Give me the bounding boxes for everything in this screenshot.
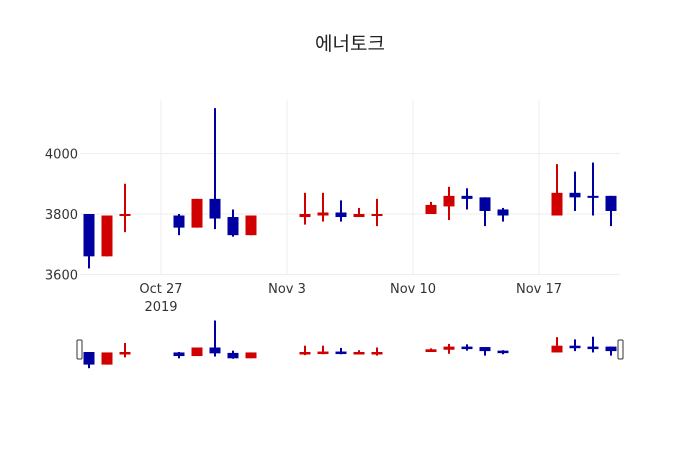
- x-tick-label: Nov 3: [268, 282, 306, 297]
- grid-lines: [80, 100, 620, 275]
- range-slider-left-handle[interactable]: [76, 339, 83, 360]
- candle-body: [569, 192, 581, 198]
- mini-candle: [461, 344, 473, 351]
- candle[interactable]: [101, 215, 113, 257]
- mini-candle: [101, 352, 113, 365]
- mini-candle: [335, 347, 347, 355]
- candle[interactable]: [371, 198, 383, 227]
- candle-body: [245, 215, 257, 236]
- mini-candle: [353, 350, 365, 355]
- candle-body: [335, 212, 347, 218]
- candle[interactable]: [479, 197, 491, 227]
- mini-candle: [173, 352, 185, 359]
- candle[interactable]: [227, 209, 239, 237]
- y-tick-label: 3600: [45, 269, 78, 284]
- candle-body: [191, 198, 203, 228]
- candle-body: [461, 195, 473, 199]
- mini-candle: [587, 336, 599, 353]
- candle-body: [299, 214, 311, 218]
- mini-candle: [425, 348, 437, 352]
- candle-body: [425, 204, 437, 214]
- mini-candle: [119, 343, 131, 358]
- candle-body: [587, 195, 599, 198]
- candle[interactable]: [605, 195, 617, 227]
- candle-body: [209, 198, 221, 219]
- mini-candle: [245, 352, 257, 359]
- candle[interactable]: [443, 186, 455, 221]
- range-slider[interactable]: [76, 320, 624, 369]
- candle-body: [605, 195, 617, 211]
- y-tick-label: 3800: [45, 208, 78, 223]
- mini-candle: [551, 337, 563, 353]
- x-tick-label: Nov 17: [516, 282, 562, 297]
- mini-candle: [569, 339, 581, 352]
- candle[interactable]: [299, 192, 311, 225]
- candle[interactable]: [425, 201, 437, 214]
- candle-body: [479, 197, 491, 211]
- candle[interactable]: [353, 207, 365, 218]
- chart-title: 에너토크: [315, 33, 385, 55]
- mini-candle: [605, 346, 617, 356]
- candle-body: [371, 214, 383, 216]
- candle-body: [173, 215, 185, 228]
- candle-body: [101, 215, 113, 257]
- x-axis-ticks: Oct 27 2019 Nov 3 Nov 10 Nov 17: [139, 282, 562, 315]
- candle-body: [227, 217, 239, 236]
- range-slider-right-handle[interactable]: [617, 339, 624, 360]
- candle[interactable]: [245, 215, 257, 236]
- candle[interactable]: [119, 183, 131, 233]
- mini-candle: [83, 352, 95, 369]
- candle-body: [353, 214, 365, 218]
- candle-body: [443, 195, 455, 207]
- mini-candle: [299, 345, 311, 356]
- candle[interactable]: [317, 192, 329, 222]
- candle[interactable]: [209, 108, 221, 230]
- candle[interactable]: [551, 164, 563, 216]
- x-tick-label: Oct 27: [139, 282, 182, 297]
- mini-candle: [209, 320, 221, 357]
- candle-body: [119, 214, 131, 216]
- range-slider-candles: [83, 320, 617, 369]
- mini-candle: [227, 350, 239, 359]
- x-tick-label: Nov 10: [390, 282, 436, 297]
- candle[interactable]: [173, 214, 185, 236]
- y-tick-label: 4000: [45, 148, 78, 163]
- candle[interactable]: [461, 188, 473, 210]
- mini-candle: [317, 345, 329, 355]
- candles-main[interactable]: [83, 108, 617, 269]
- candle-body: [551, 192, 563, 216]
- x-tick-year-label: 2019: [144, 300, 177, 315]
- candle[interactable]: [497, 207, 509, 222]
- candle[interactable]: [191, 198, 203, 228]
- candle-body: [317, 212, 329, 216]
- candle[interactable]: [83, 214, 95, 269]
- y-axis-ticks: 3600 3800 4000: [45, 148, 78, 284]
- mini-candle: [191, 347, 203, 357]
- candle-body: [497, 209, 509, 216]
- mini-candle: [497, 350, 509, 355]
- candle[interactable]: [587, 162, 599, 216]
- candle[interactable]: [569, 171, 581, 211]
- mini-candle: [443, 343, 455, 354]
- candle[interactable]: [335, 200, 347, 222]
- mini-candle: [479, 347, 491, 356]
- mini-candle: [371, 347, 383, 356]
- candle-body: [83, 214, 95, 257]
